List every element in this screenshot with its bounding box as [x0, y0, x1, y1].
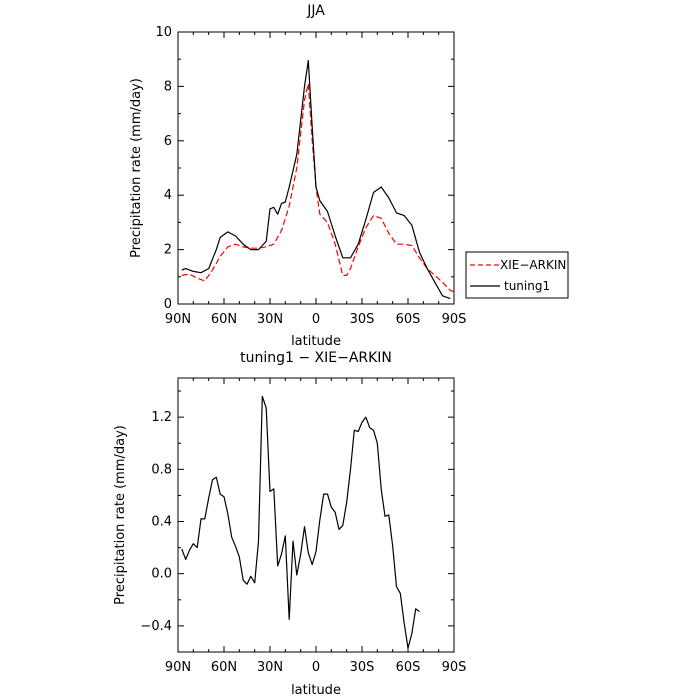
- legend: XIE−ARKIN tuning1: [465, 251, 569, 299]
- panel-bottom-ylabel: Precipitation rate (mm/day): [113, 425, 128, 605]
- top-series-line-0: [181, 83, 455, 293]
- bottom-xtick-label: 0: [312, 660, 320, 675]
- top-xtick-label: 90N: [165, 312, 191, 327]
- bottom-xtick-label: 90N: [165, 660, 191, 675]
- panel-top-frame: [177, 31, 455, 305]
- top-ytick-label: 10: [155, 25, 172, 40]
- panel-bottom-xlabel: latitude: [291, 683, 341, 698]
- panel-top: JJA 0 2 4 6 8 10 90N 60N 30N 0 30S 60S 90S latitude…: [129, 3, 466, 349]
- panel-top-y-ticks: 0 2 4 6 8 10: [155, 25, 454, 312]
- bottom-xtick-label: 30N: [257, 660, 283, 675]
- top-series-line-1: [181, 60, 451, 300]
- top-xtick-label: 90S: [442, 312, 467, 327]
- bottom-ytick-label: 0.4: [151, 515, 172, 530]
- panel-bottom: tuning1 − XIE−ARKIN −0.4 0.0 0.4 0.8 1.2 90N…: [113, 350, 466, 698]
- legend-label-xie-arkin: XIE−ARKIN: [500, 258, 566, 272]
- top-xtick-label: 60N: [211, 312, 237, 327]
- bottom-ytick-label: −0.4: [140, 619, 172, 634]
- top-xtick-label: 0: [312, 312, 320, 327]
- panel-top-x-ticks: 90N 60N 30N 0 30S 60S 90S: [165, 32, 467, 327]
- panel-bottom-x-ticks: 90N 60N 30N 0 30S 60S 90S: [165, 378, 467, 675]
- panel-top-ylabel: Precipitation rate (mm/day): [129, 78, 144, 258]
- legend-label-tuning1: tuning1: [504, 279, 550, 293]
- top-ytick-label: 4: [164, 188, 172, 203]
- bottom-xtick-label: 60N: [211, 660, 237, 675]
- panel-bottom-frame: [177, 377, 455, 653]
- top-ytick-label: 6: [164, 134, 172, 149]
- legend-box: [465, 251, 569, 299]
- top-ytick-label: 2: [164, 243, 172, 258]
- top-xtick-label: 30S: [350, 312, 375, 327]
- panel-top-title: JJA: [306, 3, 325, 19]
- bottom-ytick-label: 1.2: [151, 410, 172, 425]
- top-ytick-label: 0: [164, 297, 172, 312]
- top-xtick-label: 60S: [396, 312, 421, 327]
- bottom-series-line-0: [181, 395, 420, 649]
- bottom-xtick-label: 60S: [396, 660, 421, 675]
- top-ytick-label: 8: [164, 79, 172, 94]
- bottom-ytick-label: 0.0: [151, 567, 172, 582]
- panel-bottom-y-ticks: −0.4 0.0 0.4 0.8 1.2: [140, 390, 454, 653]
- panel-bottom-series: [181, 395, 420, 649]
- panel-bottom-title: tuning1 − XIE−ARKIN: [240, 350, 392, 366]
- bottom-xtick-label: 30S: [350, 660, 375, 675]
- panel-top-series: [181, 60, 455, 300]
- bottom-xtick-label: 90S: [442, 660, 467, 675]
- bottom-ytick-label: 0.8: [151, 462, 172, 477]
- top-xtick-label: 30N: [257, 312, 283, 327]
- panel-top-xlabel: latitude: [291, 334, 341, 349]
